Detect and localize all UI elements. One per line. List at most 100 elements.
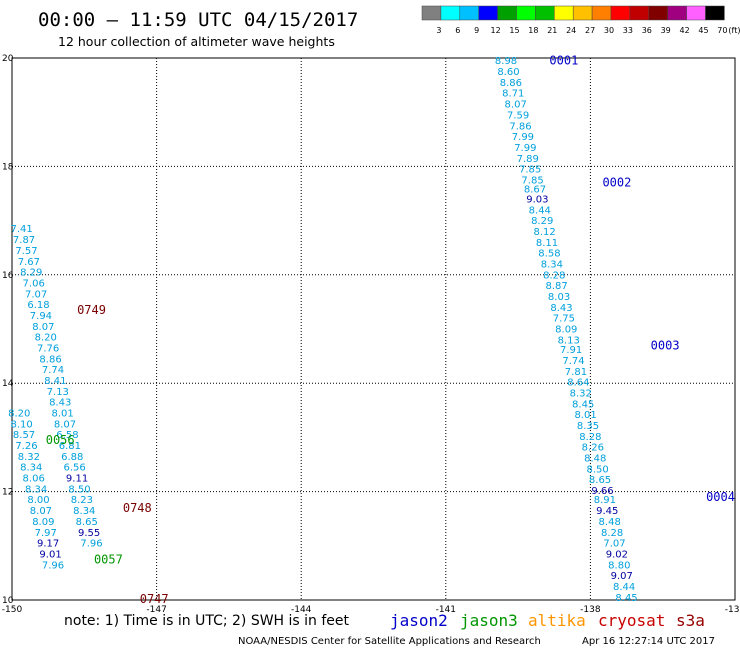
swh-value-label: 8.11 bbox=[536, 238, 558, 249]
swh-value-label: 8.13 bbox=[558, 335, 580, 346]
swh-value-label: 8.28 bbox=[601, 528, 623, 539]
swh-value-label: 9.02 bbox=[606, 549, 628, 560]
y-tick-label: 10 bbox=[2, 596, 14, 606]
pass-number-label: 0001 bbox=[549, 54, 578, 68]
swh-value-label: 7.74 bbox=[562, 356, 584, 367]
swh-value-label: 8.65 bbox=[589, 475, 611, 486]
swh-value-label: 8.43 bbox=[49, 398, 71, 409]
pass-number-label: 0057 bbox=[94, 552, 123, 566]
swh-value-label: 8.26 bbox=[582, 443, 604, 454]
swh-value-label: 8.03 bbox=[548, 292, 570, 303]
colorbar-swatch bbox=[497, 5, 517, 21]
swh-value-label: 7.26 bbox=[15, 441, 37, 452]
swh-value-label: 7.85 bbox=[519, 165, 541, 176]
swh-value-label: 8.09 bbox=[555, 325, 577, 336]
axis-ticks: -150 -147 -144 -141 -138 -135 10 12 14 16 18 20 bbox=[2, 54, 740, 615]
colorbar-tick-label: 45 bbox=[698, 26, 708, 35]
swh-value-label: 7.76 bbox=[37, 343, 59, 354]
swh-value-label: 8.28 bbox=[543, 270, 565, 281]
colorbar-tick-label: 27 bbox=[585, 26, 595, 35]
colorbar-swatch bbox=[459, 5, 479, 21]
swh-value-label: 7.91 bbox=[560, 345, 582, 356]
colorbar-tick-label: 70 bbox=[717, 26, 727, 35]
swh-value-label: 8.44 bbox=[613, 582, 635, 593]
swh-value-label: 7.86 bbox=[509, 121, 531, 132]
swh-value-label: 7.13 bbox=[47, 387, 69, 398]
grid-lines bbox=[12, 58, 735, 600]
data-points: 8.988.608.868.718.077.597.867.997.997.89… bbox=[8, 56, 638, 604]
swh-value-label: 8.20 bbox=[8, 409, 30, 420]
legend-jason2: jason2 bbox=[390, 611, 448, 630]
swh-value-label: 8.86 bbox=[500, 78, 522, 89]
swh-value-label: 6.88 bbox=[61, 452, 83, 463]
colorbar-tick-label: 12 bbox=[491, 26, 501, 35]
footer-credit: NOAA/NESDIS Center for Satellite Applica… bbox=[238, 636, 541, 647]
colorbar-tick-label: 6 bbox=[455, 26, 460, 35]
swh-value-label: 8.67 bbox=[524, 185, 546, 196]
swh-value-label: 7.07 bbox=[25, 289, 47, 300]
swh-value-label: 7.96 bbox=[42, 560, 64, 571]
colorbar-tick-label: 21 bbox=[547, 26, 557, 35]
swh-value-label: 7.75 bbox=[553, 314, 575, 325]
colorbar-tick-label: 33 bbox=[623, 26, 633, 35]
swh-value-label: 7.41 bbox=[11, 224, 33, 235]
x-tick-label: -138 bbox=[580, 605, 601, 615]
swh-value-label: 9.11 bbox=[66, 474, 88, 485]
swh-value-label: 8.06 bbox=[23, 474, 45, 485]
colorbar-tick-label: 39 bbox=[661, 26, 671, 35]
swh-value-label: 8.57 bbox=[13, 430, 35, 441]
swh-value-label: 8.41 bbox=[44, 376, 66, 387]
pass-number-label: 0056 bbox=[46, 433, 75, 447]
colorbar-tick-label: 36 bbox=[642, 26, 652, 35]
colorbar-swatch bbox=[705, 5, 725, 21]
colorbar-tick-label: 42 bbox=[680, 26, 690, 35]
swh-value-label: 8.91 bbox=[594, 495, 616, 506]
swh-value-label: 8.07 bbox=[30, 506, 52, 517]
swh-value-label: 8.07 bbox=[505, 100, 527, 111]
swh-value-label: 7.96 bbox=[80, 539, 102, 550]
swh-value-label: 8.50 bbox=[586, 464, 608, 475]
colorbar-tick-label: 30 bbox=[604, 26, 614, 35]
chart-subtitle: 12 hour collection of altimeter wave hei… bbox=[58, 34, 335, 49]
swh-value-label: 7.57 bbox=[15, 246, 37, 257]
plot-frame bbox=[11, 57, 736, 601]
y-tick-label: 20 bbox=[2, 54, 14, 64]
pass-number-label: 0002 bbox=[602, 176, 631, 190]
swh-value-label: 8.01 bbox=[574, 410, 596, 421]
x-tick-label: -150 bbox=[2, 605, 23, 615]
swh-value-label: 8.71 bbox=[502, 89, 524, 100]
colorbar-unit-label: (ft) bbox=[728, 26, 740, 35]
swh-value-label: 9.03 bbox=[526, 194, 548, 205]
legend-s3a: s3a bbox=[676, 611, 705, 630]
colorbar-swatch bbox=[648, 5, 668, 21]
colorbar-tick-label: 9 bbox=[474, 26, 479, 35]
swh-value-label: 9.01 bbox=[39, 549, 61, 560]
colorbar-swatch bbox=[535, 5, 555, 21]
satellite-legend: jason2 jason3 altika cryosat s3a bbox=[390, 611, 705, 630]
swh-value-label: 9.07 bbox=[611, 571, 633, 582]
swh-value-label: 8.34 bbox=[20, 463, 42, 474]
swh-value-label: 8.01 bbox=[51, 409, 73, 420]
swh-value-label: 8.48 bbox=[584, 453, 606, 464]
pass-number-label: 0004 bbox=[706, 490, 735, 504]
colorbar-swatch bbox=[610, 5, 631, 21]
colorbar-swatch bbox=[572, 5, 593, 21]
swh-value-label: 8.43 bbox=[550, 303, 572, 314]
swh-value-label: 7.99 bbox=[512, 132, 534, 143]
swh-value-label: 8.09 bbox=[32, 517, 54, 528]
swh-value-label: 7.06 bbox=[23, 278, 45, 289]
swh-value-label: 8.34 bbox=[541, 259, 563, 270]
footer-timestamp: Apr 16 12:27:14 UTC 2017 bbox=[582, 636, 715, 647]
swh-value-label: 8.87 bbox=[546, 281, 568, 292]
swh-value-label: 8.58 bbox=[538, 249, 560, 260]
y-tick-label: 18 bbox=[2, 162, 14, 172]
swh-value-label: 8.00 bbox=[27, 495, 49, 506]
colorbar-swatch bbox=[591, 5, 612, 21]
y-tick-label: 12 bbox=[2, 488, 13, 498]
colorbar-swatch bbox=[516, 5, 536, 21]
swh-value-label: 8.48 bbox=[599, 517, 621, 528]
pass-labels: 0001 0002 0003 0004 0749 0748 0747 0056 0057 bbox=[46, 54, 735, 606]
swh-value-label: 8.60 bbox=[497, 67, 519, 78]
chart-title: 00:00 — 11:59 UTC 04/15/2017 bbox=[38, 9, 358, 31]
